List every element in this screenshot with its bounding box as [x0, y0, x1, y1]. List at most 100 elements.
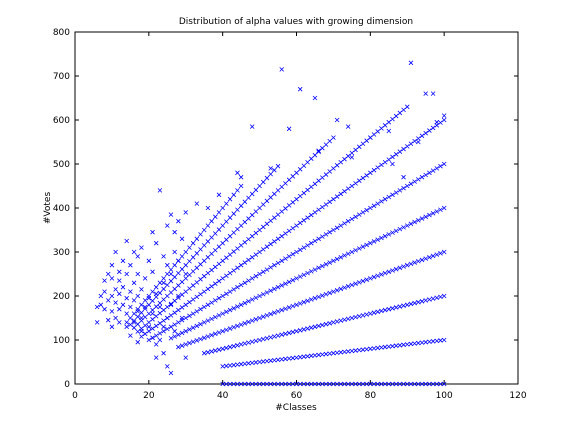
data-point-marker: [308, 325, 314, 330]
data-point-marker: [257, 271, 262, 277]
data-point-marker: [353, 147, 358, 153]
data-point-marker: [209, 349, 214, 354]
data-point-marker: [227, 196, 233, 202]
x-axis-ticks: 0 20 40 60 80 100 120: [72, 32, 527, 401]
data-point-marker: [142, 304, 148, 310]
data-point-marker: [360, 141, 366, 147]
data-point-marker: [272, 286, 277, 292]
data-point-marker: [235, 323, 240, 329]
data-point-marker: [105, 271, 111, 277]
data-point-marker: [183, 342, 189, 347]
data-point-marker: [327, 229, 333, 235]
data-point-marker: [172, 229, 177, 235]
data-point-marker: [246, 361, 251, 366]
data-point-marker: [390, 116, 395, 122]
data-point-marker: [320, 381, 325, 387]
data-point-marker: [308, 184, 314, 190]
data-point-marker: [360, 313, 366, 318]
data-point-marker: [379, 381, 384, 387]
data-point-marker: [209, 267, 214, 273]
data-point-marker: [349, 315, 355, 321]
data-point-marker: [320, 234, 325, 239]
data-point-marker: [205, 205, 211, 211]
data-point-marker: [135, 293, 141, 299]
data-point-marker: [379, 199, 384, 204]
chart-title: Distribution of alpha values with growin…: [179, 17, 413, 27]
data-point-marker: [275, 260, 281, 266]
data-point-marker: [305, 270, 310, 276]
data-point-marker: [353, 181, 358, 186]
data-point-marker: [268, 288, 273, 294]
y-tick-label: 700: [53, 72, 70, 82]
data-point-marker: [430, 381, 436, 387]
data-point-marker: [430, 253, 436, 259]
data-point-marker: [220, 258, 225, 264]
data-point-marker: [408, 181, 414, 187]
data-point-marker: [290, 174, 296, 179]
data-point-marker: [316, 294, 321, 300]
data-point-marker: [213, 331, 218, 337]
data-point-marker: [320, 352, 325, 357]
data-point-marker: [179, 279, 185, 285]
data-point-marker: [356, 144, 362, 150]
data-point-marker: [397, 226, 403, 232]
data-point-marker: [157, 304, 163, 310]
data-point-marker: [438, 294, 443, 300]
data-point-marker: [213, 298, 218, 303]
data-point-marker: [161, 286, 166, 292]
data-point-marker: [412, 300, 417, 306]
data-point-marker: [260, 336, 266, 342]
data-point-marker: [161, 307, 166, 313]
data-point-marker: [301, 354, 307, 360]
data-point-marker: [146, 320, 152, 325]
data-point-marker: [161, 276, 166, 281]
data-point-marker: [438, 163, 443, 169]
data-point-marker: [338, 254, 344, 260]
data-point-marker: [220, 328, 225, 334]
data-point-marker: [157, 320, 163, 326]
data-point-marker: [201, 227, 207, 233]
data-point-marker: [353, 314, 358, 320]
data-point-marker: [224, 327, 229, 333]
data-point-marker: [356, 178, 362, 184]
data-point-marker: [408, 141, 414, 147]
data-point-marker: [312, 353, 318, 358]
data-point-marker: [238, 361, 244, 367]
data-point-marker: [334, 287, 340, 293]
data-point-marker: [268, 335, 273, 340]
data-point-marker: [272, 310, 277, 316]
data-point-marker: [393, 190, 399, 195]
data-point-marker: [98, 293, 104, 299]
data-point-marker: [371, 132, 377, 137]
data-point-marker: [290, 225, 296, 231]
data-point-marker: [201, 243, 207, 248]
data-point-marker: [120, 284, 126, 290]
data-point-marker: [165, 326, 170, 332]
data-point-marker: [157, 310, 163, 316]
data-point-marker: [231, 324, 237, 330]
data-point-marker: [412, 260, 417, 265]
data-point-marker: [227, 270, 233, 276]
data-point-marker: [368, 276, 373, 281]
data-point-marker: [213, 348, 218, 353]
data-point-marker: [153, 240, 159, 246]
data-point-marker: [227, 233, 233, 239]
data-point-marker: [379, 126, 384, 131]
data-point-marker: [401, 146, 406, 152]
data-point-marker: [393, 266, 399, 272]
data-point-marker: [260, 179, 266, 185]
data-point-marker: [220, 293, 225, 299]
data-point-marker: [198, 306, 203, 312]
data-point-marker: [168, 324, 174, 330]
data-point-marker: [146, 293, 152, 299]
data-point-marker: [194, 280, 200, 285]
data-point-marker: [227, 307, 233, 313]
data-point-marker: [205, 223, 211, 228]
data-point-marker: [235, 265, 240, 271]
data-point-marker: [172, 262, 177, 268]
data-point-marker: [286, 203, 292, 208]
data-point-marker: [419, 257, 425, 263]
data-point-marker: [434, 166, 440, 171]
data-point-marker: [172, 334, 177, 339]
data-point-marker: [176, 344, 181, 350]
